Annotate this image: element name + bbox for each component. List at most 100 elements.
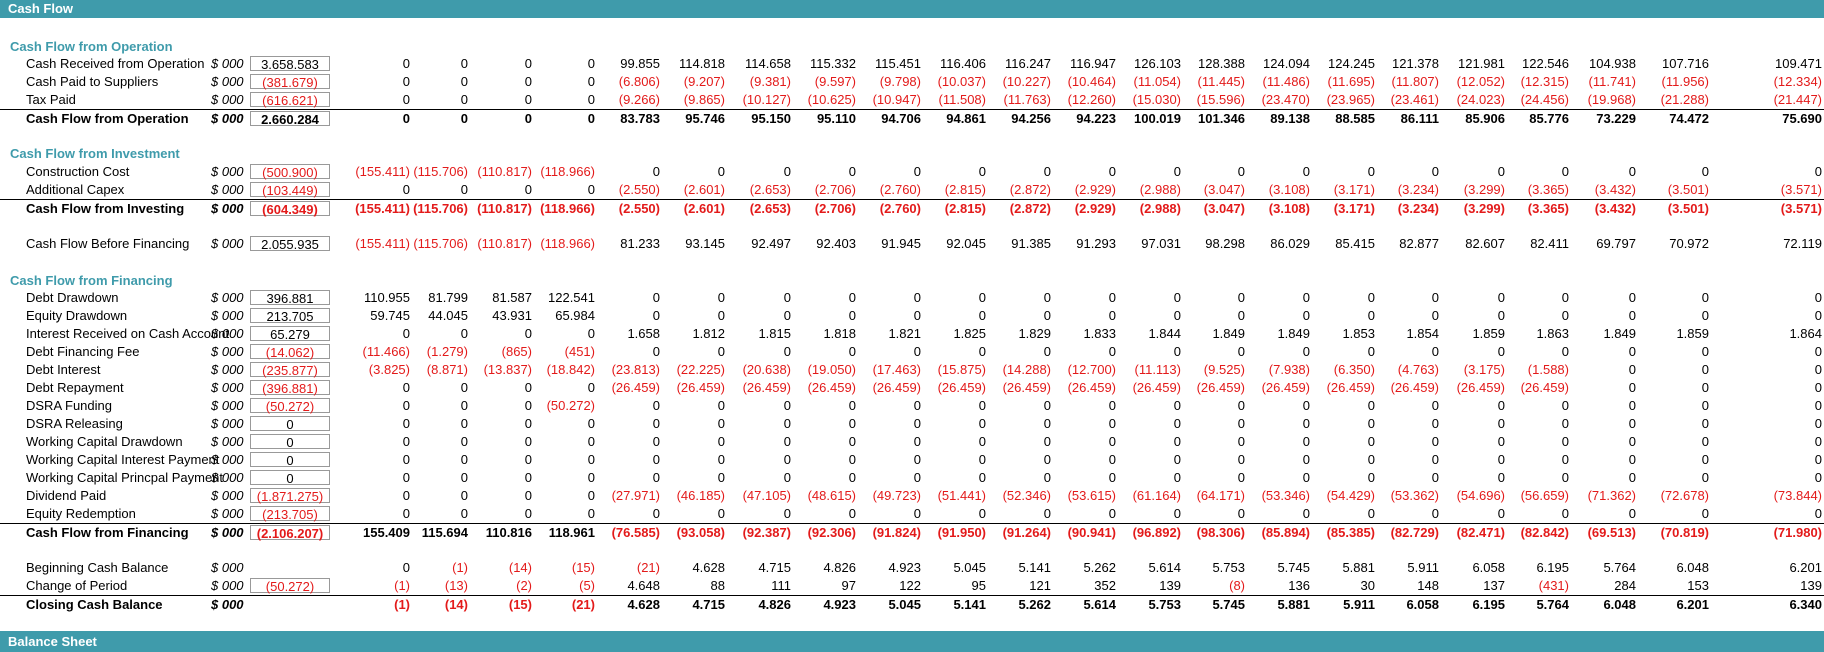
value-cell[interactable]: 0 (1497, 416, 1505, 431)
value-cell[interactable]: (9.597) (814, 74, 856, 89)
value-cell[interactable]: 65.984 (555, 308, 595, 323)
value-cell[interactable]: 0 (1367, 398, 1375, 413)
value-cell[interactable]: (11.445) (1197, 74, 1245, 89)
value-cell[interactable]: 0 (587, 506, 595, 521)
value-cell[interactable]: (2.988) (1139, 201, 1181, 216)
row-total-cell[interactable]: 3.658.583 (250, 56, 330, 72)
value-cell[interactable]: (11.763) (1003, 92, 1051, 107)
value-cell[interactable]: (3.432) (1594, 182, 1636, 197)
value-cell[interactable]: 0 (1814, 506, 1822, 521)
value-cell[interactable]: (73.844) (1773, 488, 1822, 503)
value-cell[interactable]: 0 (1561, 470, 1569, 485)
value-cell[interactable]: 0 (587, 326, 595, 341)
value-cell[interactable]: (2.872) (1009, 182, 1051, 197)
value-cell[interactable]: 0 (1108, 506, 1116, 521)
value-cell[interactable]: (46.185) (676, 488, 725, 503)
row-total-cell[interactable]: (50.272) (250, 578, 330, 594)
value-cell[interactable]: 0 (1431, 434, 1439, 449)
value-cell[interactable]: 5.881 (1342, 560, 1375, 575)
value-cell[interactable]: 0 (1814, 452, 1822, 467)
value-cell[interactable]: 0 (460, 326, 468, 341)
value-cell[interactable]: (12.334) (1773, 74, 1822, 89)
value-cell[interactable]: 0 (1497, 398, 1505, 413)
value-cell[interactable]: 0 (1497, 434, 1505, 449)
value-cell[interactable]: (6.806) (618, 74, 660, 89)
value-cell[interactable]: (24.456) (1520, 92, 1569, 107)
value-cell[interactable]: 0 (1814, 164, 1822, 179)
value-cell[interactable]: 74.472 (1669, 111, 1709, 126)
value-cell[interactable]: 0 (1628, 362, 1636, 377)
value-cell[interactable]: 1.825 (953, 326, 986, 341)
value-cell[interactable]: (3.299) (1463, 182, 1505, 197)
value-cell[interactable]: 0 (1814, 434, 1822, 449)
value-cell[interactable]: (82.729) (1390, 525, 1439, 540)
value-cell[interactable]: 4.923 (823, 597, 856, 612)
value-cell[interactable]: 128.388 (1198, 56, 1245, 71)
value-cell[interactable]: 5.911 (1407, 560, 1439, 575)
value-cell[interactable]: 284 (1614, 578, 1636, 593)
value-cell[interactable]: 72.119 (1783, 236, 1822, 251)
value-cell[interactable]: 0 (1561, 416, 1569, 431)
value-cell[interactable]: 0 (783, 344, 791, 359)
value-cell[interactable]: 1.859 (1472, 326, 1505, 341)
value-cell[interactable]: 0 (1814, 398, 1822, 413)
value-cell[interactable]: 153 (1687, 578, 1709, 593)
value-cell[interactable]: 0 (1043, 434, 1051, 449)
value-cell[interactable]: (64.171) (1196, 488, 1245, 503)
value-cell[interactable]: 6.058 (1406, 597, 1439, 612)
value-cell[interactable]: 0 (1561, 290, 1569, 305)
value-cell[interactable]: (85.894) (1261, 525, 1310, 540)
value-cell[interactable]: 0 (1237, 470, 1245, 485)
value-cell[interactable]: (3.501) (1667, 201, 1709, 216)
value-cell[interactable]: 0 (1628, 416, 1636, 431)
value-cell[interactable]: (12.052) (1456, 74, 1505, 89)
value-cell[interactable]: (115.706) (413, 164, 468, 179)
value-cell[interactable]: 0 (978, 452, 986, 467)
value-cell[interactable]: (26.459) (1456, 380, 1505, 395)
value-cell[interactable]: 0 (717, 164, 725, 179)
value-cell[interactable]: (72.678) (1660, 488, 1709, 503)
value-cell[interactable]: 0 (1367, 164, 1375, 179)
value-cell[interactable]: 0 (1701, 506, 1709, 521)
value-cell[interactable]: 1.812 (692, 326, 725, 341)
value-cell[interactable]: 0 (978, 344, 986, 359)
value-cell[interactable]: 0 (1302, 470, 1310, 485)
row-total-cell[interactable]: 2.055.935 (250, 236, 330, 252)
value-cell[interactable]: 0 (1628, 290, 1636, 305)
row-total-cell[interactable]: 0 (250, 434, 330, 450)
value-cell[interactable]: 0 (1302, 416, 1310, 431)
value-cell[interactable]: 116.247 (1004, 56, 1051, 71)
value-cell[interactable]: 0 (717, 452, 725, 467)
value-cell[interactable]: (9.798) (879, 74, 921, 89)
value-cell[interactable]: 0 (848, 308, 856, 323)
value-cell[interactable]: 0 (402, 506, 410, 521)
value-cell[interactable]: (3.047) (1203, 201, 1245, 216)
value-cell[interactable]: 0 (717, 470, 725, 485)
value-cell[interactable]: (3.047) (1203, 182, 1245, 197)
value-cell[interactable]: 0 (1043, 452, 1051, 467)
row-total-cell[interactable]: 396.881 (250, 290, 330, 306)
value-cell[interactable]: (11.054) (1133, 74, 1181, 89)
value-cell[interactable]: 1.844 (1148, 326, 1181, 341)
value-cell[interactable]: 0 (460, 92, 468, 107)
value-cell[interactable]: 83.783 (620, 111, 660, 126)
value-cell[interactable]: 94.223 (1076, 111, 1116, 126)
value-cell[interactable]: 4.715 (758, 560, 791, 575)
row-total-cell[interactable]: (616.621) (250, 92, 330, 108)
value-cell[interactable]: 0 (1701, 398, 1709, 413)
value-cell[interactable]: 0 (460, 56, 468, 71)
value-cell[interactable]: 5.262 (1018, 597, 1051, 612)
value-cell[interactable]: (15.875) (937, 362, 986, 377)
value-cell[interactable]: (10.947) (872, 92, 921, 107)
value-cell[interactable]: 114.658 (744, 56, 791, 71)
value-cell[interactable]: 0 (848, 452, 856, 467)
value-cell[interactable]: 136 (1288, 578, 1310, 593)
value-cell[interactable]: (54.696) (1456, 488, 1505, 503)
value-cell[interactable]: 95 (971, 578, 986, 593)
value-cell[interactable]: (26.459) (1132, 380, 1181, 395)
value-cell[interactable]: 0 (1814, 416, 1822, 431)
value-cell[interactable]: (11.956) (1661, 74, 1709, 89)
value-cell[interactable]: 1.854 (1406, 326, 1439, 341)
value-cell[interactable]: 0 (1701, 164, 1709, 179)
value-cell[interactable]: (26.459) (872, 380, 921, 395)
